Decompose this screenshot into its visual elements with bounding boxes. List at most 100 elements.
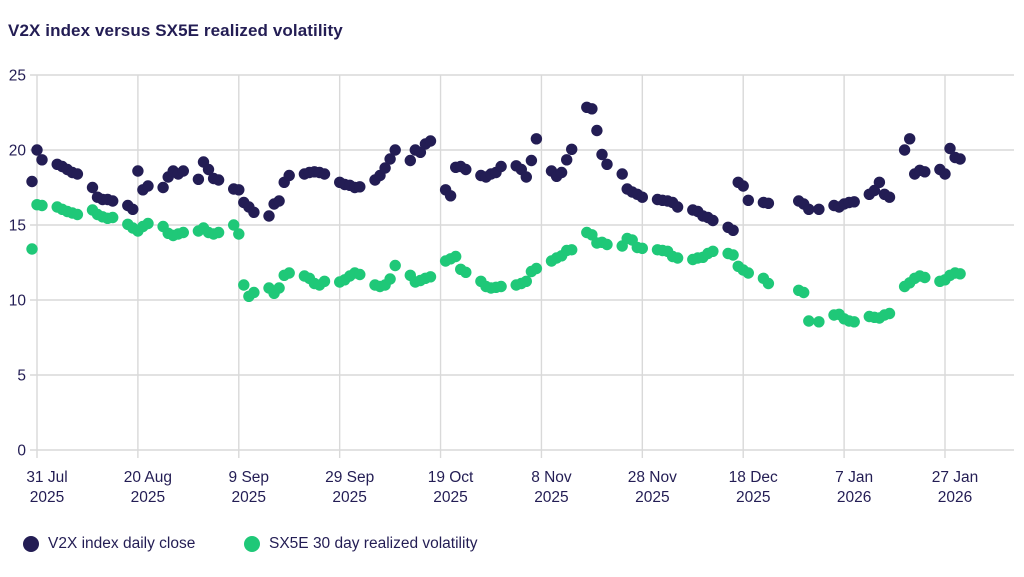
- x-tick-label: 9 Sep: [229, 469, 270, 486]
- data-point-v2x: [601, 158, 613, 170]
- data-point-v2x: [273, 195, 285, 207]
- data-point-v2x: [555, 166, 568, 179]
- x-tick-label: 27 Jan: [932, 469, 979, 486]
- data-point-v2x: [212, 174, 225, 186]
- x-tick-label: 29 Sep: [325, 469, 374, 486]
- x-tick-year-label: 2025: [232, 489, 266, 506]
- y-tick-label: 25: [9, 68, 26, 85]
- x-tick-label: 28 Nov: [628, 469, 677, 486]
- data-point-sx5e: [954, 268, 966, 280]
- data-point-v2x: [142, 180, 154, 192]
- data-point-v2x: [954, 153, 966, 165]
- x-tick-year-label: 2025: [635, 489, 669, 506]
- data-point-sx5e: [36, 199, 48, 212]
- x-tick-year-label: 2025: [131, 489, 165, 506]
- y-tick-label: 0: [17, 443, 26, 460]
- data-point-v2x: [283, 169, 295, 182]
- data-point-v2x: [883, 191, 896, 203]
- legend-label-sx5e: SX5E 30 day realized volatility: [269, 535, 478, 552]
- data-point-v2x: [566, 143, 578, 155]
- data-point-sx5e: [26, 243, 38, 255]
- data-point-v2x: [495, 160, 507, 173]
- data-point-sx5e: [424, 271, 437, 283]
- data-point-v2x: [263, 210, 275, 222]
- data-point-sx5e: [671, 252, 684, 264]
- data-point-v2x: [233, 184, 245, 196]
- chart-title: V2X index versus SX5E realized volatilit…: [8, 21, 343, 40]
- data-point-sx5e: [318, 275, 331, 287]
- data-point-v2x: [379, 162, 391, 174]
- x-tick-label: 8 Nov: [531, 469, 572, 486]
- data-point-sx5e: [586, 229, 598, 241]
- data-point-sx5e: [813, 316, 825, 328]
- data-point-v2x: [813, 203, 825, 215]
- sx5e-legend-dot-icon: [244, 536, 260, 552]
- data-point-v2x: [520, 171, 532, 183]
- v2x-legend-dot-icon: [23, 536, 39, 552]
- x-tick-label: 7 Jan: [835, 469, 873, 486]
- data-point-sx5e: [238, 279, 250, 291]
- data-point-v2x: [127, 203, 139, 215]
- data-point-sx5e: [742, 267, 754, 279]
- data-point-v2x: [868, 184, 881, 197]
- data-point-v2x: [671, 201, 684, 213]
- data-point-v2x: [636, 191, 648, 203]
- data-point-sx5e: [389, 259, 401, 272]
- x-tick-label: 20 Aug: [124, 469, 172, 486]
- data-point-v2x: [939, 168, 951, 180]
- data-point-v2x: [71, 168, 84, 180]
- data-point-v2x: [444, 190, 457, 202]
- x-tick-label: 31 Jul: [26, 469, 67, 486]
- data-point-v2x: [561, 154, 573, 166]
- chart-legend: V2X index daily close SX5E 30 day realiz…: [0, 533, 1024, 561]
- data-point-sx5e: [520, 275, 532, 287]
- y-tick-label: 20: [9, 143, 27, 160]
- data-point-v2x: [26, 175, 38, 188]
- data-point-v2x: [424, 135, 437, 147]
- data-point-v2x: [414, 146, 427, 158]
- data-point-sx5e: [566, 244, 578, 256]
- data-point-v2x: [354, 181, 366, 193]
- data-point-v2x: [157, 181, 169, 194]
- data-point-sx5e: [495, 280, 507, 293]
- data-point-sx5e: [212, 226, 225, 239]
- data-point-v2x: [202, 163, 215, 176]
- x-tick-label: 18 Dec: [729, 469, 778, 486]
- data-point-v2x: [86, 181, 99, 194]
- data-point-sx5e: [248, 286, 260, 299]
- legend-item-sx5e: SX5E 30 day realized volatility: [244, 534, 478, 554]
- x-tick-year-label: 2025: [534, 489, 568, 506]
- data-point-sx5e: [883, 307, 896, 320]
- data-point-v2x: [525, 154, 538, 167]
- data-point-sx5e: [384, 273, 396, 285]
- data-point-v2x: [586, 103, 598, 115]
- data-point-sx5e: [273, 282, 285, 294]
- data-point-sx5e: [636, 242, 648, 254]
- data-point-sx5e: [71, 208, 84, 221]
- data-point-sx5e: [142, 217, 154, 230]
- data-point-v2x: [848, 196, 860, 208]
- data-point-v2x: [177, 165, 189, 177]
- data-point-sx5e: [460, 266, 472, 278]
- data-point-sx5e: [233, 228, 245, 240]
- data-point-v2x: [36, 154, 48, 166]
- data-point-v2x: [742, 194, 754, 206]
- data-point-v2x: [248, 206, 260, 218]
- data-point-sx5e: [762, 277, 775, 290]
- data-point-v2x: [107, 195, 119, 207]
- data-point-v2x: [919, 166, 931, 178]
- data-point-v2x: [132, 165, 144, 177]
- data-point-v2x: [727, 224, 739, 236]
- legend-label-v2x: V2X index daily close: [48, 535, 196, 552]
- x-tick-year-label: 2025: [433, 489, 467, 506]
- data-point-sx5e: [601, 238, 613, 251]
- data-point-v2x: [737, 180, 749, 192]
- data-point-sx5e: [798, 286, 810, 299]
- x-tick-label: 19 Oct: [428, 469, 474, 486]
- data-point-v2x: [762, 197, 775, 209]
- data-point-v2x: [384, 153, 396, 165]
- data-point-sx5e: [848, 316, 860, 328]
- data-point-v2x: [460, 163, 472, 176]
